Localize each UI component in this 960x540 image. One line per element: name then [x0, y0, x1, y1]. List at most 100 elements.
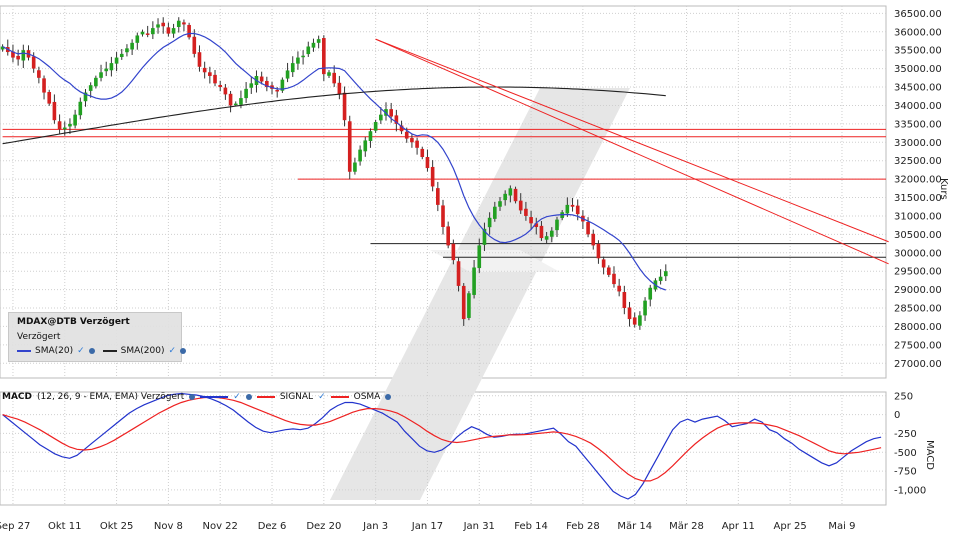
- candle-body: [379, 114, 383, 121]
- candle-body: [363, 140, 368, 152]
- candle-body: [176, 20, 181, 27]
- x-tick-label: Okt 11: [48, 521, 82, 532]
- candle-body: [322, 38, 326, 75]
- candle-body: [544, 236, 549, 240]
- candle-body: [290, 63, 295, 73]
- price-tick-label: 27500.00: [894, 340, 942, 351]
- price-tick-label: 36500.00: [894, 9, 942, 20]
- macd-tick-label: 0: [894, 410, 900, 421]
- price-tick-label: 29000.00: [894, 285, 942, 296]
- x-tick-label: Okt 25: [100, 521, 134, 532]
- candle-body: [591, 233, 596, 246]
- signal-label: SIGNAL: [279, 391, 314, 402]
- candle-body: [135, 35, 140, 43]
- candle-body: [622, 291, 627, 309]
- macd-swatch: [200, 395, 229, 398]
- candle-body: [109, 63, 114, 71]
- candle-body: [415, 140, 419, 148]
- candle-body: [21, 50, 26, 61]
- candle-body: [632, 317, 637, 325]
- signal-swatch: [256, 395, 275, 398]
- signal-line: [2, 396, 882, 482]
- legend-series-row: SMA(20) ✓ SMA(200) ✓: [17, 346, 187, 356]
- candle-body: [94, 77, 98, 87]
- candle-body: [156, 24, 160, 28]
- x-tick-label: Mär 28: [669, 521, 704, 532]
- legend-subtitle: Verzögert: [17, 332, 61, 342]
- price-tick-label: 35000.00: [894, 64, 942, 75]
- macd-axis-label: MACD: [924, 440, 935, 470]
- candle-body: [627, 307, 632, 320]
- signal-check-icon[interactable]: ✓: [318, 391, 326, 402]
- candle-body: [57, 121, 62, 130]
- price-tick-label: 28000.00: [894, 322, 942, 333]
- price-tick-label: 31500.00: [894, 193, 942, 204]
- x-tick-label: Nov 22: [202, 521, 237, 532]
- candle-body: [643, 300, 647, 316]
- candle-body: [565, 204, 570, 214]
- macd-globe-icon[interactable]: [189, 393, 196, 400]
- candle-body: [461, 285, 466, 320]
- candle-body: [88, 85, 93, 91]
- candle-body: [223, 87, 228, 95]
- candle-body: [187, 24, 191, 38]
- macd-check-icon[interactable]: ✓: [233, 391, 241, 402]
- osma-label: OSMA: [353, 391, 381, 402]
- price-tick-label: 33500.00: [894, 119, 942, 130]
- candle-body: [42, 78, 46, 93]
- candle-body: [617, 285, 621, 292]
- price-tick-label: 31000.00: [894, 211, 942, 222]
- candle-body: [508, 188, 513, 196]
- candle-body: [368, 131, 373, 141]
- candle-body: [451, 243, 456, 261]
- x-tick-label: Apr 11: [722, 521, 755, 532]
- candle-body: [492, 206, 497, 219]
- sma200-swatch: [102, 350, 117, 352]
- candle-body: [285, 70, 290, 79]
- candle-body: [11, 51, 15, 58]
- price-tick-label: 34500.00: [894, 83, 942, 94]
- candle-body: [436, 188, 440, 205]
- x-tick-label: Dez 20: [306, 521, 341, 532]
- macd-legend-params: (12, 26, 9 - EMA, EMA) Verzögert: [37, 391, 185, 402]
- sma20-globe-icon[interactable]: [88, 348, 95, 354]
- candle-body: [171, 28, 176, 34]
- candle-body: [140, 31, 145, 35]
- candle-body: [244, 88, 248, 99]
- x-tick-label: Mai 9: [828, 521, 855, 532]
- candle-body: [78, 101, 83, 116]
- candle-body: [420, 148, 425, 158]
- x-tick-label: Sep 27: [0, 521, 30, 532]
- candle-body: [68, 123, 72, 127]
- candle-body: [347, 121, 352, 172]
- candle-body: [518, 200, 523, 211]
- price-tick-label: 32500.00: [894, 156, 942, 167]
- candle-body: [151, 28, 155, 35]
- candle-body: [337, 82, 342, 95]
- candle-body: [218, 85, 223, 88]
- sma200-globe-icon[interactable]: [180, 348, 187, 354]
- candle-body: [477, 245, 482, 269]
- candle-body: [259, 76, 264, 82]
- candle-body: [301, 55, 305, 58]
- macd-tick-label: 250: [894, 391, 913, 402]
- candle-body: [612, 273, 616, 285]
- candle-body: [467, 293, 471, 318]
- candle-body: [394, 115, 399, 124]
- candle-body: [83, 92, 88, 102]
- price-tick-label: 32000.00: [894, 175, 942, 186]
- candle-body: [441, 205, 445, 227]
- macd-line-globe-icon[interactable]: [245, 393, 252, 400]
- candle-body: [332, 72, 337, 84]
- candle-body: [119, 53, 124, 58]
- x-tick-label: Apr 25: [774, 521, 807, 532]
- osma-swatch: [330, 395, 349, 398]
- sma200-check-icon[interactable]: ✓: [168, 346, 177, 356]
- macd-tick-label: -1,000: [894, 485, 926, 496]
- sma20-check-icon[interactable]: ✓: [77, 346, 85, 356]
- candle-body: [529, 217, 533, 224]
- candle-body: [389, 109, 394, 117]
- candle-body: [99, 72, 103, 78]
- osma-globe-icon[interactable]: [385, 393, 392, 400]
